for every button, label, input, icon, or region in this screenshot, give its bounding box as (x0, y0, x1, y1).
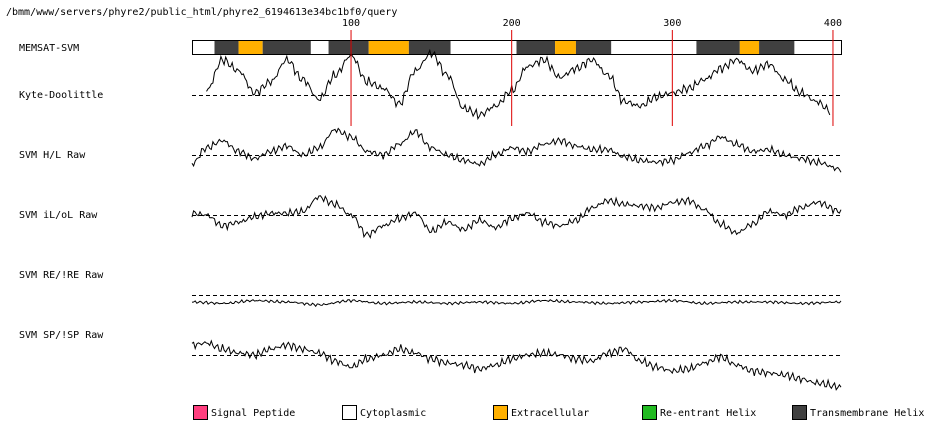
legend-swatch-signal-peptide (193, 405, 208, 420)
svm-il-ol-raw-line (191, 195, 842, 240)
memsat-segment-transmembrane (759, 40, 795, 55)
track-label-svm-il-ol-raw: SVM iL/oL Raw (19, 210, 98, 221)
legend-label-extracellular: Extracellular (511, 408, 589, 419)
legend-swatch-transmembrane-helix (792, 405, 807, 420)
series-lines (191, 48, 842, 391)
tick-label-300: 300 (663, 18, 681, 29)
memsat-segment-transmembrane (328, 40, 369, 55)
memsat-segment-cytoplasmic (611, 40, 697, 55)
legend-swatch-cytoplasmic (342, 405, 357, 420)
memsat-segment-transmembrane (262, 40, 311, 55)
legend-label-signal-peptide: Signal Peptide (211, 408, 295, 419)
query-path: /bmm/www/servers/phyre2/public_html/phyr… (6, 7, 397, 18)
track-label-svm-re-re-raw: SVM RE/!RE Raw (19, 270, 104, 281)
memsat-segment-cytoplasmic (310, 40, 329, 55)
track-label-kyte-doolittle: Kyte-Doolittle (19, 90, 103, 101)
legend-swatch-extracellular (493, 405, 508, 420)
legend-swatch-re-entrant-helix (642, 405, 657, 420)
memsat-segment-transmembrane (516, 40, 556, 55)
memsat-segment-extracellular (739, 40, 760, 55)
track-label-svm-h-l-raw: SVM H/L Raw (19, 150, 86, 161)
track-label-memsat-svm: MEMSAT-SVM (19, 43, 79, 54)
memsat-segment-cytoplasmic (192, 40, 215, 55)
memsat-segment-extracellular (368, 40, 409, 55)
svm-re-re-raw-line (191, 298, 842, 308)
memsat-segment-transmembrane (214, 40, 239, 55)
tick-label-100: 100 (342, 18, 360, 29)
legend-label-cytoplasmic: Cytoplasmic (360, 408, 426, 419)
tick-label-200: 200 (503, 18, 521, 29)
memsat-segment-transmembrane (575, 40, 612, 55)
memsat-topology-bar (192, 40, 842, 55)
legend: Signal Peptide Cytoplasmic Extracellular Re… (193, 405, 924, 420)
memsat-bar-outline (192, 40, 842, 55)
memsat-segment-extracellular (555, 40, 576, 55)
track-label-svm-sp-sp-raw: SVM SP/!SP Raw (19, 330, 104, 341)
memsat-segment-cytoplasmic (450, 40, 517, 55)
legend-label-re-entrant-helix: Re-entrant Helix (660, 408, 756, 419)
svm-sp-sp-raw-line (191, 339, 842, 391)
zero-baselines (192, 95, 841, 356)
memsat-segment-cytoplasmic (794, 40, 841, 55)
svm-h-l-raw-line (191, 127, 842, 173)
memsat-segment-extracellular (238, 40, 263, 55)
position-tick-labels: 100 200 300 400 (342, 18, 842, 29)
position-markers (350, 30, 834, 126)
kyte-doolittle-line (206, 48, 831, 121)
tick-label-400: 400 (824, 18, 842, 29)
legend-label-transmembrane-helix: Transmembrane Helix (810, 408, 924, 419)
memsat-segment-transmembrane (696, 40, 740, 55)
memsat-segment-transmembrane (408, 40, 451, 55)
track-labels: MEMSAT-SVM Kyte-Doolittle SVM H/L Raw SVM i… (19, 43, 104, 341)
